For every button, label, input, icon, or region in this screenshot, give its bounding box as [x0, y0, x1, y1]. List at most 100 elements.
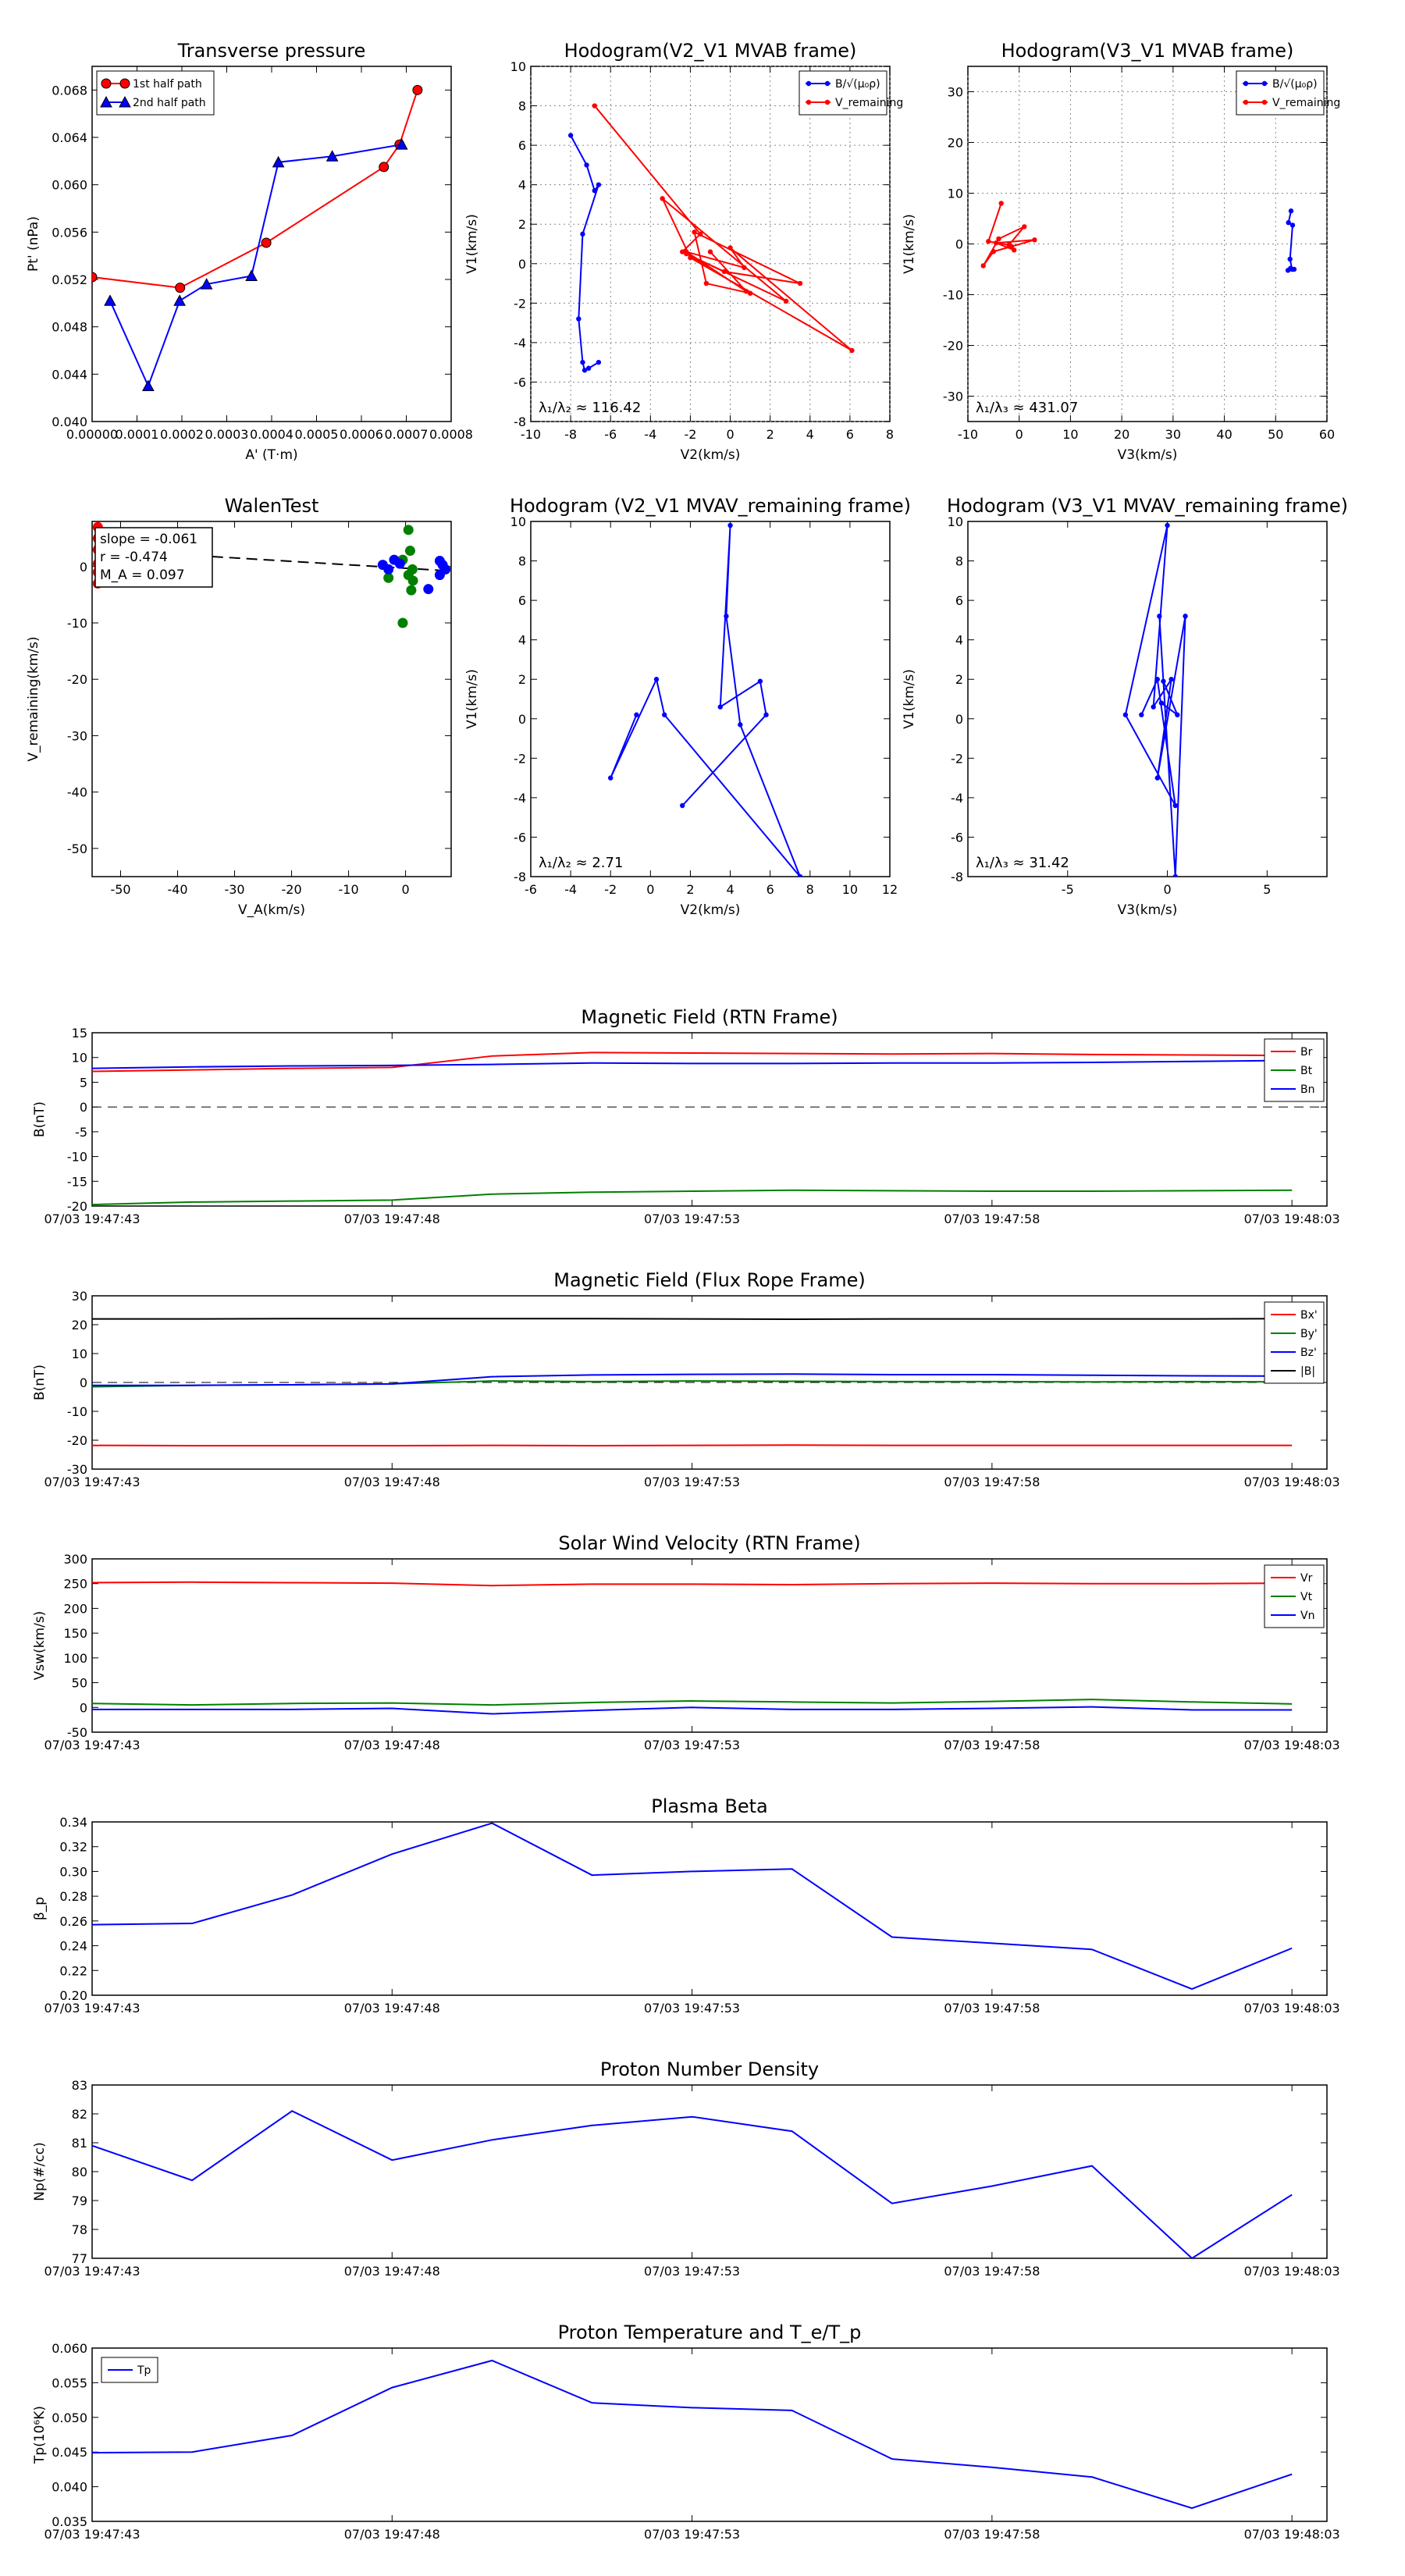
hodogram-v2v1-mvav-xtick-label: 0: [646, 882, 654, 897]
hodogram-v2v1-mvab-point: [660, 196, 665, 201]
hodogram-v2v1-mvav-point: [608, 775, 614, 781]
hodogram-v3v1-mvav-point: [1151, 704, 1156, 710]
walen-test-point: [406, 585, 417, 596]
magnetic-field-fluxrope-xtick-label: 07/03 19:48:03: [1244, 1475, 1340, 1489]
hodogram-v3v1-mvav-series-B: [1124, 525, 1186, 877]
hodogram-v2v1-mvav-ytick-label: 6: [518, 593, 526, 608]
transverse-pressure-ytick-label: 0.040: [52, 415, 87, 429]
proton-temperature-series-Tp: [91, 2359, 1293, 2510]
hodogram-v2v1-mvab-point: [703, 280, 710, 286]
magnetic-field-fluxrope-legend-label: Bx': [1300, 1309, 1318, 1322]
transverse-pressure-legend-point: [119, 95, 131, 108]
transverse-pressure-legend-point: [119, 78, 130, 89]
magnetic-field-fluxrope-ytick-label: 20: [72, 1318, 87, 1332]
walen-test-ytick-label: -20: [67, 672, 87, 687]
magnetic-field-rtn-ytick-label: 10: [72, 1051, 87, 1066]
hodogram-v2v1-mvav-xtick-label: 12: [882, 882, 898, 897]
solar-wind-velocity-ytick-label: 300: [63, 1552, 87, 1567]
transverse-pressure-legend-label: 2nd half path: [133, 97, 206, 109]
hodogram-v2v1-mvav-xtick-label: 4: [726, 882, 734, 897]
walen-test-ytick-label: -50: [67, 841, 87, 856]
hodogram-v2v1-mvab-xtick-label: -10: [521, 427, 541, 442]
hodogram-v2v1-mvab-plot-area: [567, 103, 855, 373]
transverse-pressure-title: Transverse pressure: [177, 40, 366, 62]
proton-temperature-xtick-label: 07/03 19:47:43: [44, 2527, 140, 2542]
hodogram-v3v1-mvav-point: [1122, 712, 1129, 717]
solar-wind-velocity-ylabel: Vsw(km/s): [32, 1611, 48, 1681]
hodogram-v3v1-mvav-point: [1157, 614, 1162, 619]
proton-temperature-xtick-label: 07/03 19:47:48: [344, 2527, 440, 2542]
magnetic-field-fluxrope-ytick-label: 30: [72, 1289, 87, 1304]
hodogram-v2v1-mvav-xtick-label: -2: [604, 882, 617, 897]
hodogram-v2v1-mvav-point: [738, 722, 743, 728]
transverse-pressure-point: [104, 294, 116, 306]
hodogram-v2v1-mvav-point: [662, 712, 667, 717]
magnetic-field-rtn-legend-label: Br: [1300, 1046, 1313, 1059]
proton-temperature-ytick-label: 0.050: [52, 2411, 87, 2425]
magnetic-field-fluxrope-legend-label: |B|: [1300, 1365, 1315, 1378]
hodogram-v2v1-mvav-ytick-label: 0: [518, 712, 526, 727]
solar-wind-velocity-chart: Solar Wind Velocity (RTN Frame) -50 0 50 100…: [32, 1532, 1340, 1752]
solar-wind-velocity-xtick-label: 07/03 19:47:58: [944, 1738, 1040, 1752]
magnetic-field-rtn-xtick-label: 07/03 19:47:48: [344, 1212, 440, 1226]
hodogram-v3v1-mvab-ytick-label: -20: [943, 339, 963, 354]
walen-test-point: [383, 572, 394, 583]
magnetic-field-rtn-legend-label: Bt: [1300, 1065, 1313, 1077]
magnetic-field-rtn-ytick-label: -10: [67, 1150, 87, 1165]
hodogram-v2v1-mvav-annotation: λ₁/λ₂ ≈ 2.71: [539, 855, 623, 871]
hodogram-v3v1-mvab-legend-point: [1243, 99, 1249, 105]
hodogram-v2v1-mvab-point: [580, 359, 585, 365]
hodogram-v2v1-mvav-xtick-label: -4: [564, 882, 577, 897]
plasma-beta-frame: [91, 1821, 1328, 1996]
magnetic-field-rtn-chart: Magnetic Field (RTN Frame) -20 -15 -10 -5 0 5 1…: [32, 1006, 1340, 1226]
hodogram-v3v1-mvav-xtick-label: 0: [1163, 882, 1171, 897]
hodogram-v2v1-mvav-point: [797, 873, 803, 877]
walen-test-point: [397, 617, 408, 628]
hodogram-v2v1-mvav-xtick-label: 8: [806, 882, 814, 897]
hodogram-v2v1-mvab-point: [680, 249, 685, 254]
hodogram-v3v1-mvab-legend-point: [1261, 80, 1268, 87]
hodogram-v3v1-mvab-point: [1032, 237, 1037, 243]
solar-wind-velocity-xtick-label: 07/03 19:47:48: [344, 1738, 440, 1752]
magnetic-field-fluxrope-title: Magnetic Field (Flux Rope Frame): [553, 1269, 865, 1291]
proton-number-density-chart: Proton Number Density 77 78 79 80 81 82 83 07/03…: [32, 2058, 1340, 2279]
walen-test-ytick-label: -10: [67, 616, 87, 631]
hodogram-v3v1-mvav-point: [1168, 677, 1174, 682]
hodogram-v3v1-mvab-point: [993, 240, 999, 246]
proton-temperature-ytick-label: 0.040: [52, 2480, 87, 2495]
walen-test-ytick-label: -30: [67, 728, 87, 743]
hodogram-v2v1-mvav-xtick-label: 6: [767, 882, 774, 897]
transverse-pressure-legend-point: [100, 95, 112, 108]
plasma-beta-title: Plasma Beta: [651, 1795, 767, 1817]
hodogram-v2v1-mvav-ytick-label: -6: [514, 830, 526, 845]
transverse-pressure-legend-point: [101, 78, 112, 89]
plasma-beta-xtick-label: 07/03 19:48:03: [1244, 2001, 1340, 2016]
magnetic-field-rtn-legend-label: Bn: [1300, 1083, 1314, 1096]
hodogram-v2v1-mvab-frame: [530, 66, 891, 422]
hodogram-v2v1-mvab-ytick-label: 6: [518, 138, 526, 153]
magnetic-field-fluxrope-xtick-label: 07/03 19:47:43: [44, 1475, 140, 1489]
transverse-pressure-chart: Transverse pressure 0.040 0.044 0.048 0.052 0…: [26, 40, 473, 463]
hodogram-v2v1-mvab-ytick-label: -2: [514, 296, 526, 311]
magnetic-field-rtn-xtick-label: 07/03 19:47:58: [944, 1212, 1040, 1226]
walen-test-xtick-label: -30: [224, 882, 244, 897]
hodogram-v2v1-mvab-xlabel: V2(km/s): [681, 447, 741, 463]
hodogram-v2v1-mvab-point: [596, 359, 602, 365]
hodogram-v2v1-mvab-legend-point: [806, 80, 812, 87]
solar-wind-velocity-ytick-label: 250: [63, 1577, 87, 1592]
transverse-pressure-point: [325, 150, 339, 162]
hodogram-v2v1-mvab-legend-point: [824, 99, 831, 105]
proton-number-density-ytick-label: 81: [72, 2136, 87, 2151]
magnetic-field-fluxrope-xtick-label: 07/03 19:47:58: [944, 1475, 1040, 1489]
hodogram-v3v1-mvav-point: [1175, 712, 1180, 717]
hodogram-v2v1-mvav-ytick-label: -8: [514, 870, 526, 884]
hodogram-v3v1-mvav-point: [1161, 678, 1166, 684]
transverse-pressure-ylabel: Pt' (nPa): [26, 216, 41, 272]
hodogram-v2v1-mvav-xtick-label: 10: [842, 882, 858, 897]
walen-test-chart: WalenTest -50 -40 -30 -20 -10 0 -50 -40 -30 -20 -10…: [26, 495, 452, 918]
hodogram-v2v1-mvab-point: [743, 288, 749, 294]
proton-number-density-series-Np: [91, 2110, 1293, 2260]
magnetic-field-fluxrope-ytick-label: 10: [72, 1347, 87, 1361]
hodogram-v3v1-mvab-point: [996, 236, 1001, 242]
plasma-beta-series-beta: [91, 1822, 1293, 1991]
